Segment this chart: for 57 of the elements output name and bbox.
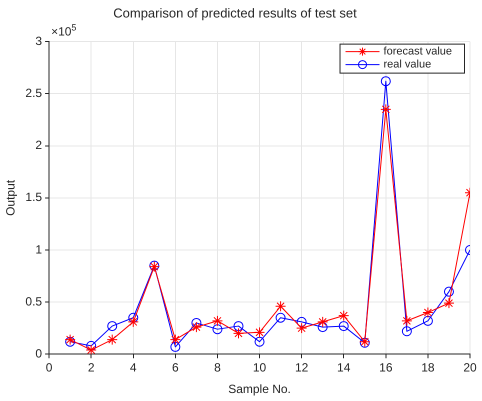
- point: [128, 312, 138, 323]
- point: [296, 316, 307, 327]
- y-tick-label: 1: [35, 242, 42, 256]
- x-tick-label: 10: [252, 360, 267, 375]
- x-tick-label: 16: [379, 360, 393, 375]
- point: [338, 310, 350, 322]
- y-axis-title: Output: [4, 179, 18, 216]
- x-tick-label: 8: [214, 360, 222, 375]
- point: [86, 344, 97, 354]
- legend-label: forecast value: [384, 46, 452, 58]
- x-tick-label: 6: [172, 360, 180, 375]
- point: [422, 316, 433, 326]
- x-tick-label: 14: [337, 360, 351, 375]
- point: [444, 286, 454, 297]
- point: [106, 334, 118, 346]
- point: [380, 104, 392, 115]
- point: [254, 336, 265, 347]
- chart-title: Comparison of predicted results of test set: [113, 5, 358, 20]
- y-tick-label: 2.5: [25, 86, 42, 100]
- point: [191, 318, 202, 328]
- point: [212, 315, 223, 326]
- x-tick-label: 12: [294, 360, 309, 375]
- point: [402, 326, 412, 336]
- point: [276, 312, 286, 323]
- point: [401, 315, 412, 326]
- point: [170, 334, 181, 346]
- point: [170, 342, 180, 352]
- x-tick-label: 0: [46, 360, 53, 375]
- point: [107, 321, 118, 332]
- point: [86, 340, 96, 351]
- point: [338, 321, 349, 332]
- point: [128, 316, 139, 328]
- x-tick-label: 20: [463, 360, 477, 375]
- point: [64, 334, 76, 346]
- x-tick-label: 4: [130, 360, 137, 375]
- point: [212, 324, 222, 334]
- point: [232, 328, 244, 339]
- x-axis-title: Sample No.: [228, 382, 291, 396]
- point: [317, 316, 328, 328]
- point: [296, 322, 308, 334]
- y-tick-label: 2: [35, 138, 42, 152]
- point: [275, 300, 286, 312]
- point: [65, 336, 76, 347]
- point: [318, 322, 328, 332]
- point: [190, 322, 202, 333]
- y-tick-label: 3: [35, 34, 42, 48]
- x-tick-label: 2: [88, 360, 95, 375]
- y-tick-label: 0: [35, 346, 42, 361]
- legend-label: real value: [384, 58, 432, 71]
- point: [233, 321, 244, 332]
- y-tick-label: 1.5: [25, 190, 42, 204]
- x-tick-label: 18: [421, 360, 435, 375]
- y-tick-label: 0.5: [25, 294, 42, 308]
- point: [254, 326, 266, 338]
- point: [422, 307, 434, 318]
- point: [443, 298, 454, 309]
- point: [380, 76, 391, 86]
